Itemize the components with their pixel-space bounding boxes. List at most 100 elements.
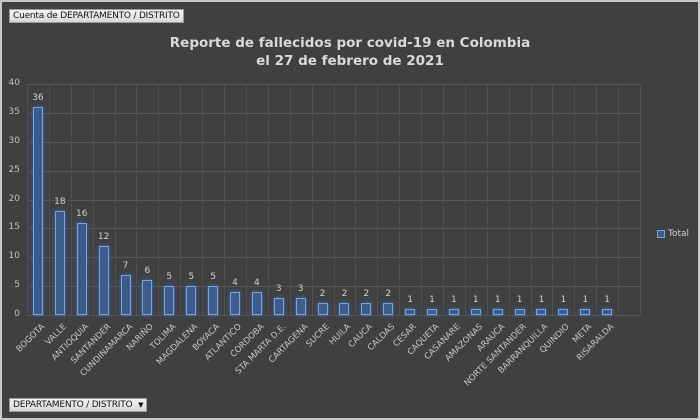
gridline-v xyxy=(530,84,532,315)
gridline-v xyxy=(508,84,510,315)
data-label: 1 xyxy=(429,295,435,306)
gridline-v xyxy=(180,84,182,315)
data-label: 4 xyxy=(232,277,238,288)
legend-swatch-icon xyxy=(657,230,665,238)
gridline-v xyxy=(70,84,72,315)
data-label: 3 xyxy=(275,283,282,294)
bar[interactable] xyxy=(602,309,613,315)
data-label: 36 xyxy=(32,93,44,104)
gridline-v xyxy=(27,84,28,315)
title-line-2: el 27 de febrero de 2021 xyxy=(256,53,444,69)
bar[interactable] xyxy=(273,297,284,315)
bar[interactable] xyxy=(54,211,65,315)
bar[interactable] xyxy=(251,291,262,315)
y-tick-label: 15 xyxy=(8,222,20,233)
axis-field-label: DEPARTAMENTO / DISTRITO xyxy=(13,400,133,410)
bar[interactable] xyxy=(383,303,394,315)
bar[interactable] xyxy=(229,291,240,315)
data-label: 16 xyxy=(75,208,88,219)
gridline-v xyxy=(486,84,488,315)
y-tick-label: 25 xyxy=(8,164,20,175)
plot-area xyxy=(27,84,641,316)
gridline-v xyxy=(311,84,313,315)
gridline-v xyxy=(136,84,138,315)
y-tick-label: 5 xyxy=(14,280,20,291)
dropdown-arrow-icon: ▼ xyxy=(138,401,144,409)
data-label: 1 xyxy=(560,295,567,306)
bar[interactable] xyxy=(361,303,372,315)
bar[interactable] xyxy=(142,280,153,315)
axis-field-button[interactable]: DEPARTAMENTO / DISTRITO ▼ xyxy=(9,398,148,412)
gridline-v xyxy=(48,84,50,315)
data-label: 1 xyxy=(582,295,589,306)
gridline-v xyxy=(421,84,423,315)
data-label: 5 xyxy=(166,272,173,283)
y-tick-label: 20 xyxy=(8,193,20,204)
gridline-v xyxy=(399,84,401,315)
data-label: 18 xyxy=(54,197,66,208)
y-tick-label: 10 xyxy=(8,251,20,262)
legend[interactable]: Total xyxy=(657,229,689,239)
data-label: 1 xyxy=(407,295,413,306)
gridline-v xyxy=(355,84,357,315)
data-label: 5 xyxy=(188,272,195,283)
bar[interactable] xyxy=(186,286,197,315)
data-label: 4 xyxy=(254,277,260,288)
bar[interactable] xyxy=(339,303,350,315)
data-label: 1 xyxy=(494,295,501,306)
bar[interactable] xyxy=(580,309,591,315)
y-tick-label: 0 xyxy=(14,309,20,319)
gridline-v xyxy=(158,84,160,315)
gridline-v xyxy=(596,84,598,315)
y-tick-label: 35 xyxy=(8,106,20,117)
bar[interactable] xyxy=(405,309,416,315)
gridline-v xyxy=(92,84,94,315)
bar[interactable] xyxy=(558,309,569,315)
gridline-v xyxy=(289,84,291,315)
bar[interactable] xyxy=(514,309,525,315)
data-label: 5 xyxy=(210,272,216,283)
data-label: 12 xyxy=(97,231,110,242)
gridline-v xyxy=(267,84,269,315)
data-label: 1 xyxy=(604,295,611,306)
gridline-v xyxy=(618,84,620,315)
data-label: 1 xyxy=(516,295,523,306)
bar[interactable] xyxy=(120,274,131,315)
values-field-button[interactable]: Cuenta de DEPARTAMENTO / DISTRITO xyxy=(9,9,184,23)
bar[interactable] xyxy=(98,245,109,315)
gridline-v xyxy=(114,84,116,315)
gridline-v xyxy=(377,84,379,315)
bar[interactable] xyxy=(470,309,481,315)
bar[interactable] xyxy=(32,107,43,315)
bar[interactable] xyxy=(164,286,175,315)
y-tick-label: 40 xyxy=(8,78,20,88)
data-label: 3 xyxy=(297,283,304,294)
bar[interactable] xyxy=(317,303,328,315)
gridline-v xyxy=(442,84,444,315)
data-label: 1 xyxy=(451,295,457,306)
data-label: 6 xyxy=(144,266,151,277)
bar[interactable] xyxy=(448,309,459,315)
title-line-1: Reporte de fallecidos por covid-19 en Co… xyxy=(169,35,531,51)
bar[interactable] xyxy=(536,309,547,315)
chart-title: Reporte de fallecidos por covid-19 en Co… xyxy=(150,34,550,70)
bar[interactable] xyxy=(76,222,87,315)
bar[interactable] xyxy=(492,309,503,315)
bar[interactable] xyxy=(427,309,438,315)
gridline-v xyxy=(333,84,335,315)
gridline-v xyxy=(574,84,576,315)
gridline-v xyxy=(552,84,554,315)
data-label: 2 xyxy=(341,289,348,300)
gridline-h xyxy=(27,315,640,316)
bar[interactable] xyxy=(208,286,219,315)
gridline-v xyxy=(245,84,247,315)
bar[interactable] xyxy=(295,297,306,315)
gridline-v xyxy=(464,84,466,315)
gridline-v xyxy=(224,84,226,315)
legend-label: Total xyxy=(668,229,690,239)
data-label: 2 xyxy=(363,289,370,300)
gridline-v xyxy=(640,84,641,315)
gridline-v xyxy=(202,84,204,315)
data-label: 2 xyxy=(319,289,326,300)
